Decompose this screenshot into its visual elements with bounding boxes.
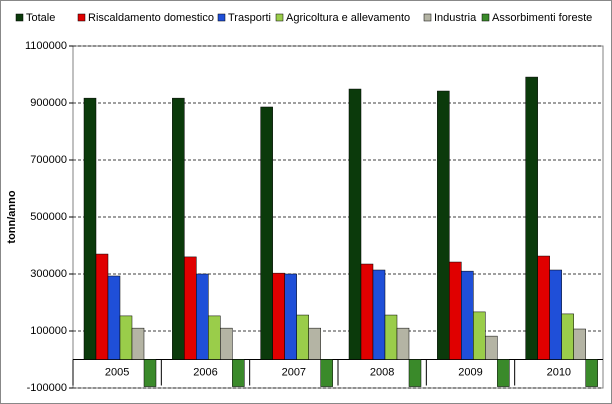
y-tick-label: 1100000 — [25, 40, 67, 52]
legend-swatch — [481, 13, 490, 22]
y-tick-label: 100000 — [30, 325, 67, 337]
bar — [497, 359, 510, 387]
bar — [119, 315, 133, 360]
legend-swatch — [275, 13, 284, 22]
bar — [320, 359, 333, 387]
x-tick-label: 2010 — [547, 366, 571, 378]
legend-label: Industria — [434, 12, 477, 24]
y-tick-label: 900000 — [30, 97, 67, 109]
x-tick-label: 2009 — [458, 366, 482, 378]
bar — [184, 256, 197, 360]
bar — [143, 359, 157, 387]
bar — [561, 313, 574, 360]
y-tick-label: 500000 — [30, 211, 67, 223]
legend-swatch — [423, 13, 432, 22]
bar — [537, 255, 550, 360]
bar — [525, 76, 538, 360]
bar — [220, 327, 233, 360]
y-axis-title: tonn/anno — [6, 190, 18, 243]
x-tick-label: 2007 — [282, 366, 306, 378]
bar — [131, 327, 145, 360]
bar — [172, 97, 185, 360]
bar — [272, 272, 285, 360]
y-tick-label: 700000 — [30, 154, 67, 166]
legend-label: Totale — [26, 12, 55, 24]
bar — [83, 97, 97, 360]
bar — [308, 327, 321, 360]
legend-label: Assorbimenti foreste — [492, 12, 592, 24]
bar — [384, 314, 398, 360]
legend-swatch — [217, 13, 226, 22]
bar — [107, 275, 121, 360]
bar — [208, 315, 221, 360]
bar — [372, 269, 386, 360]
bar — [260, 106, 273, 360]
bar — [408, 359, 422, 387]
legend-swatch — [77, 13, 86, 22]
legend-swatch — [15, 13, 24, 22]
bar — [296, 314, 309, 360]
bar — [232, 359, 245, 387]
x-tick-label: 2005 — [105, 366, 129, 378]
bar — [585, 359, 598, 387]
legend-label: Trasporti — [228, 12, 271, 24]
bar — [196, 273, 209, 360]
bar — [449, 261, 462, 360]
bar — [360, 263, 374, 360]
y-tick-label: 300000 — [30, 268, 67, 280]
bar — [437, 90, 450, 360]
y-tick-label: -100000 — [27, 382, 67, 394]
legend-label: Agricoltura e allevamento — [286, 12, 410, 24]
bar — [461, 270, 474, 360]
x-tick-label: 2006 — [193, 366, 217, 378]
x-tick-label: 2008 — [370, 366, 394, 378]
bar — [396, 327, 410, 360]
legend-label: Riscaldamento domestico — [88, 12, 214, 24]
bar — [549, 269, 562, 360]
bar — [348, 88, 362, 360]
bar — [485, 335, 498, 360]
bar — [284, 273, 297, 360]
bar — [473, 311, 486, 360]
bar — [95, 253, 109, 360]
bar — [573, 328, 586, 360]
